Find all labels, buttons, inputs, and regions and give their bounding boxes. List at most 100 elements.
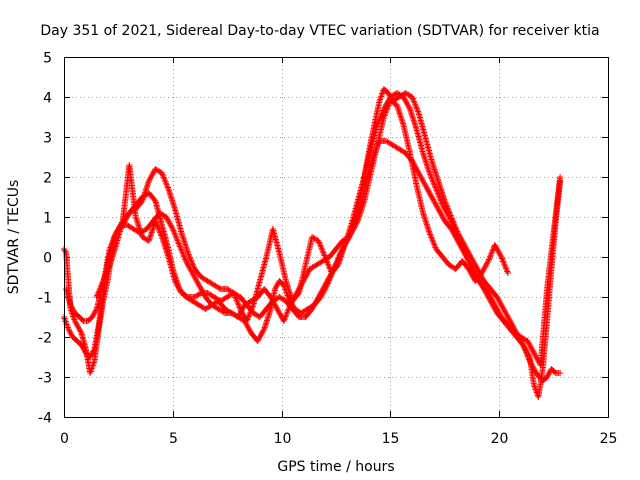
data-point xyxy=(488,250,495,257)
data-point xyxy=(194,279,201,286)
data-point xyxy=(170,227,177,234)
data-point xyxy=(445,212,452,219)
data-point xyxy=(240,311,247,318)
data-point xyxy=(466,267,473,274)
data-point xyxy=(525,352,532,359)
data-point xyxy=(413,104,420,111)
data-point xyxy=(343,239,350,246)
data-point xyxy=(174,283,181,290)
data-point xyxy=(189,260,196,267)
data-point xyxy=(246,327,253,334)
data-point xyxy=(521,344,528,351)
data-point xyxy=(216,285,223,292)
data-point xyxy=(481,266,487,272)
data-point xyxy=(400,94,407,100)
data-point xyxy=(182,258,189,264)
data-point xyxy=(284,307,291,314)
data-point xyxy=(312,300,318,307)
data-point xyxy=(320,251,327,258)
data-point xyxy=(414,107,421,114)
data-point xyxy=(245,313,252,320)
data-point xyxy=(524,338,531,344)
data-point xyxy=(154,222,161,229)
data-point xyxy=(557,370,564,376)
data-point xyxy=(148,172,155,179)
data-point xyxy=(185,251,192,258)
data-point xyxy=(105,264,112,271)
data-point xyxy=(258,331,265,338)
data-point xyxy=(436,207,442,214)
data-point xyxy=(314,295,321,302)
data-point xyxy=(404,100,411,107)
data-point xyxy=(418,175,425,182)
data-point xyxy=(166,220,173,227)
data-point xyxy=(157,231,164,238)
data-point xyxy=(502,264,509,271)
data-point xyxy=(319,248,326,255)
data-point xyxy=(174,282,181,288)
data-point xyxy=(431,243,438,250)
data-point xyxy=(176,243,183,250)
data-point xyxy=(179,249,186,256)
data-point xyxy=(164,183,171,190)
data-point xyxy=(481,264,488,271)
data-point xyxy=(438,212,445,219)
data-point xyxy=(156,228,163,235)
data-point xyxy=(249,304,256,311)
data-point xyxy=(77,328,84,335)
data-point xyxy=(484,259,491,266)
data-point xyxy=(506,316,513,323)
data-point xyxy=(71,318,78,324)
data-point xyxy=(100,276,107,283)
series-trace-3 xyxy=(63,90,564,368)
data-point xyxy=(503,267,510,274)
data-point xyxy=(254,338,261,344)
data-point xyxy=(410,98,417,105)
y-tick-label: -1 xyxy=(38,291,52,307)
data-point xyxy=(492,243,499,250)
data-point xyxy=(463,252,470,259)
data-point xyxy=(433,202,440,208)
data-point xyxy=(352,222,359,228)
data-point xyxy=(424,186,431,192)
y-tick-label: 2 xyxy=(43,171,52,187)
data-point xyxy=(178,246,185,253)
y-tick-label: -3 xyxy=(38,371,52,387)
data-point xyxy=(240,312,247,319)
data-point xyxy=(458,240,465,247)
data-point xyxy=(323,258,330,265)
data-point xyxy=(275,308,282,315)
data-point xyxy=(327,272,334,279)
data-point xyxy=(180,252,187,259)
data-point xyxy=(283,310,290,317)
data-point xyxy=(486,292,493,299)
data-point xyxy=(151,196,158,203)
data-point xyxy=(504,312,511,319)
data-point xyxy=(272,286,279,292)
data-point xyxy=(244,316,251,323)
data-point xyxy=(346,234,353,240)
y-tick-labels: -4 -3 -2 -1 0 1 2 3 4 5 xyxy=(38,51,52,427)
data-point xyxy=(441,204,448,211)
data-point xyxy=(74,322,81,328)
data-point xyxy=(495,248,502,255)
data-point xyxy=(89,350,96,356)
data-point xyxy=(88,351,95,358)
data-point xyxy=(401,95,408,102)
data-point xyxy=(309,306,316,312)
data-points xyxy=(61,86,564,400)
x-tick-label: 10 xyxy=(274,431,292,447)
data-point xyxy=(447,218,454,225)
data-point xyxy=(349,228,355,235)
data-point xyxy=(171,230,178,237)
data-point xyxy=(89,314,96,320)
y-axis-label: SDTVAR / TECUs xyxy=(6,180,22,295)
data-point xyxy=(318,288,325,295)
data-point xyxy=(427,191,434,198)
data-point xyxy=(464,255,471,262)
x-tick-labels: 0 5 10 15 20 25 xyxy=(60,431,617,447)
data-point xyxy=(406,104,413,111)
data-point xyxy=(166,219,173,226)
data-point xyxy=(438,211,445,218)
data-point xyxy=(295,291,302,298)
